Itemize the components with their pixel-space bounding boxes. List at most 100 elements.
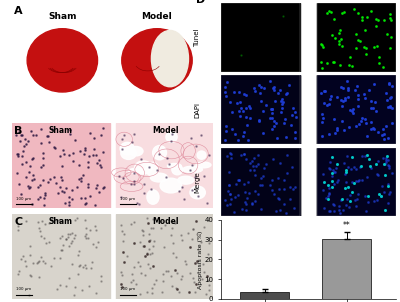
Point bbox=[339, 118, 345, 123]
Point bbox=[363, 120, 369, 125]
Point bbox=[370, 44, 377, 49]
Point bbox=[173, 255, 179, 259]
Point bbox=[149, 291, 155, 296]
Point bbox=[272, 98, 278, 103]
Point bbox=[356, 121, 362, 126]
Bar bbox=[317, 75, 396, 144]
Point bbox=[42, 191, 48, 195]
Point bbox=[352, 203, 359, 208]
Point bbox=[246, 106, 253, 111]
Point bbox=[237, 105, 244, 110]
Point bbox=[30, 133, 36, 137]
Point bbox=[292, 110, 298, 115]
Point bbox=[57, 153, 63, 158]
Point bbox=[351, 180, 358, 185]
Point bbox=[22, 264, 29, 269]
Point bbox=[258, 98, 265, 103]
Point bbox=[373, 162, 379, 166]
Point bbox=[353, 166, 359, 171]
Point bbox=[322, 89, 329, 94]
Point bbox=[275, 175, 282, 180]
Point bbox=[231, 210, 238, 214]
Point bbox=[346, 204, 352, 209]
Point bbox=[278, 98, 284, 103]
Point bbox=[38, 164, 45, 169]
Point bbox=[255, 153, 261, 157]
Point bbox=[282, 134, 289, 139]
Point bbox=[270, 118, 277, 123]
Point bbox=[332, 35, 338, 40]
Point bbox=[130, 264, 137, 269]
Point bbox=[95, 239, 101, 244]
Point bbox=[145, 221, 151, 226]
Point bbox=[275, 197, 282, 201]
Point bbox=[16, 182, 22, 186]
Point bbox=[192, 289, 198, 294]
Point bbox=[251, 189, 258, 194]
Point bbox=[326, 166, 332, 171]
Point bbox=[204, 201, 210, 206]
Point bbox=[357, 165, 363, 170]
Point bbox=[371, 199, 377, 204]
Point bbox=[71, 292, 77, 297]
Point bbox=[17, 139, 24, 143]
Point bbox=[236, 100, 243, 105]
Point bbox=[338, 84, 344, 89]
Point bbox=[41, 236, 47, 241]
Point bbox=[242, 92, 249, 97]
Point bbox=[244, 123, 250, 128]
Point bbox=[269, 106, 275, 111]
Point bbox=[94, 182, 100, 187]
Point bbox=[270, 88, 277, 93]
Point bbox=[40, 259, 46, 264]
Point bbox=[326, 8, 332, 13]
Point bbox=[46, 221, 52, 226]
Point bbox=[83, 226, 90, 230]
Point bbox=[327, 97, 333, 101]
Point bbox=[15, 271, 22, 276]
Point bbox=[168, 232, 174, 237]
Point bbox=[59, 178, 66, 182]
Point bbox=[370, 106, 376, 111]
Point bbox=[385, 81, 392, 85]
Point bbox=[329, 59, 336, 64]
Point bbox=[81, 152, 87, 157]
Point bbox=[346, 125, 352, 130]
Point bbox=[318, 59, 324, 64]
Point bbox=[350, 111, 356, 116]
Point bbox=[251, 86, 258, 91]
Point bbox=[389, 106, 395, 111]
Point bbox=[34, 184, 41, 189]
Point bbox=[14, 170, 20, 175]
Point bbox=[128, 280, 134, 284]
Point bbox=[36, 194, 43, 199]
Point bbox=[28, 129, 35, 134]
Point bbox=[358, 116, 365, 121]
Point bbox=[352, 88, 358, 92]
Point bbox=[41, 203, 48, 207]
Point bbox=[236, 100, 243, 105]
Point bbox=[242, 115, 249, 120]
Point bbox=[289, 106, 296, 111]
Point bbox=[253, 163, 260, 168]
Point bbox=[261, 86, 267, 91]
Point bbox=[375, 129, 381, 134]
Point bbox=[368, 106, 375, 111]
Point bbox=[366, 88, 372, 93]
Point bbox=[387, 96, 394, 101]
Point bbox=[222, 93, 229, 98]
Point bbox=[257, 91, 263, 96]
Point bbox=[352, 88, 358, 92]
Point bbox=[162, 268, 169, 273]
Text: 100 μm: 100 μm bbox=[120, 287, 135, 291]
Point bbox=[342, 172, 349, 177]
Point bbox=[268, 107, 274, 111]
Point bbox=[92, 223, 98, 228]
Point bbox=[288, 122, 295, 127]
Point bbox=[121, 259, 127, 264]
Point bbox=[160, 271, 167, 276]
Text: Sham: Sham bbox=[48, 217, 72, 226]
Point bbox=[192, 175, 198, 180]
Bar bbox=[116, 124, 213, 208]
Point bbox=[319, 65, 326, 70]
